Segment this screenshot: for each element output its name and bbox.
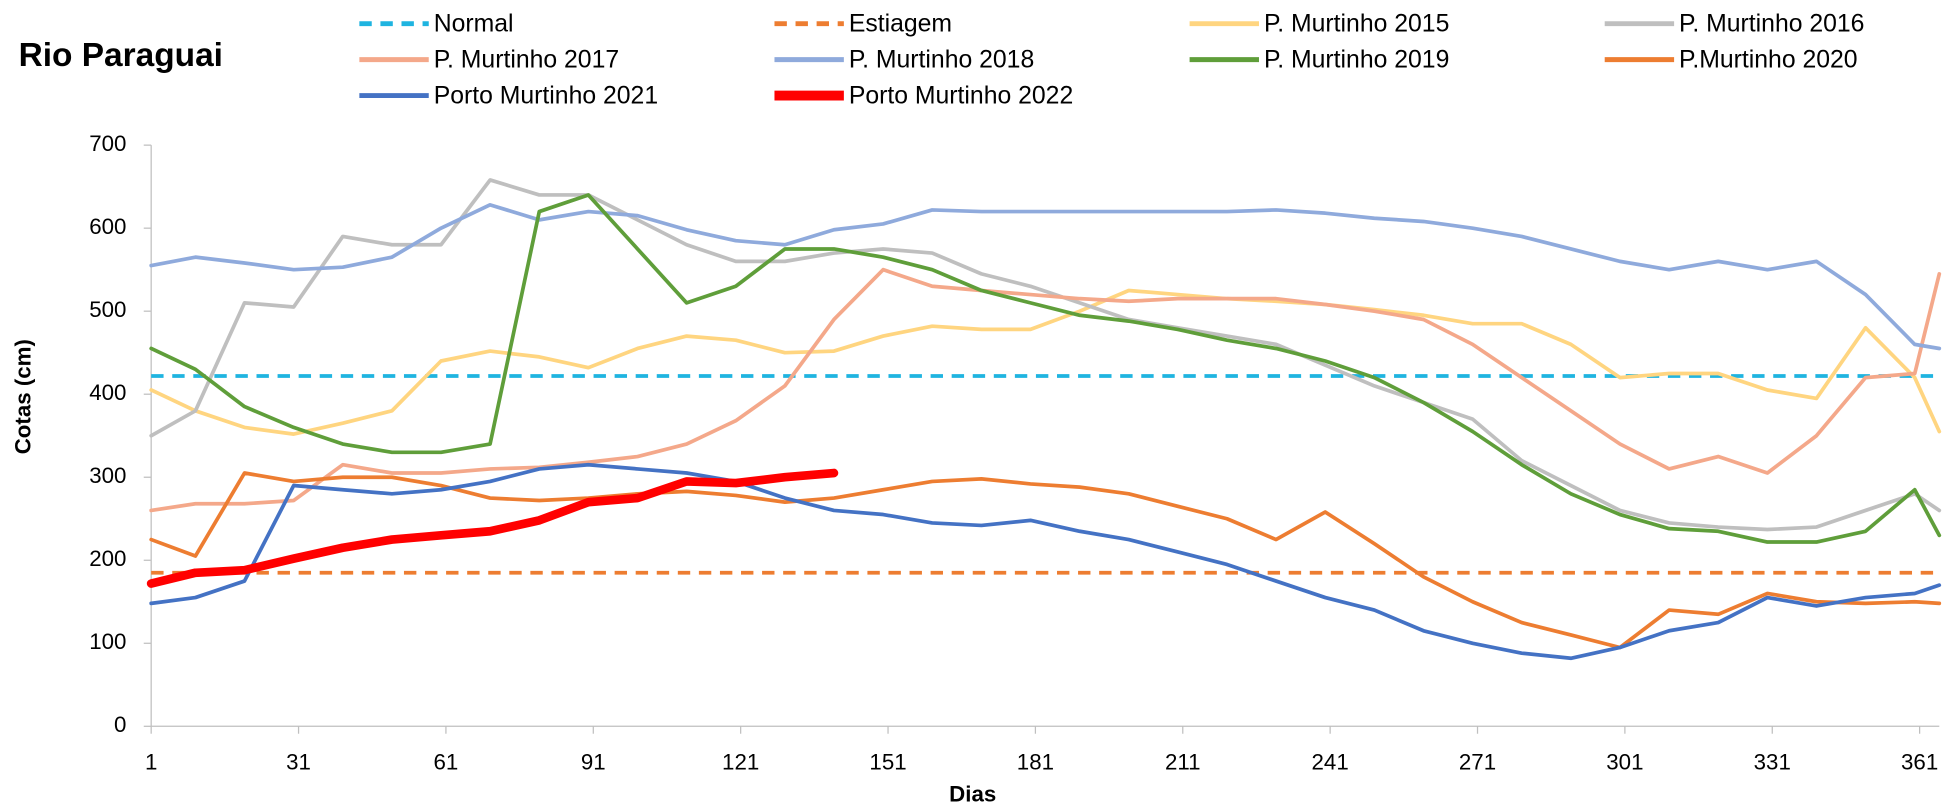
- data-line: [149, 267, 1942, 513]
- x-tick-label: 241: [1312, 749, 1349, 774]
- y-tick-label: 300: [89, 463, 126, 488]
- y-tick-label: 700: [89, 131, 126, 156]
- data-line: [149, 178, 1942, 532]
- data-line: [149, 203, 1942, 351]
- y-tick-label: 600: [89, 214, 126, 239]
- x-tick-label: 61: [434, 749, 459, 774]
- y-tick-label: 200: [89, 546, 126, 571]
- legend-label: Normal: [434, 10, 514, 37]
- chart-title: Rio Paraguai: [19, 37, 223, 74]
- y-tick-label: 100: [89, 629, 126, 654]
- y-tick-label: 0: [114, 712, 126, 737]
- x-tick-label: 301: [1606, 749, 1643, 774]
- x-axis-label: Dias: [949, 782, 996, 807]
- legend-label: P. Murtinho 2016: [1679, 10, 1864, 37]
- x-tick-label: 151: [869, 749, 906, 774]
- data-line: [149, 471, 1942, 650]
- x-tick-label: 181: [1017, 749, 1054, 774]
- legend-label: P.Murtinho 2020: [1679, 46, 1858, 73]
- x-tick-label: 1: [145, 749, 157, 774]
- data-line: [149, 462, 1942, 661]
- x-tick-label: 331: [1754, 749, 1791, 774]
- legend-label: P. Murtinho 2018: [849, 46, 1034, 73]
- x-tick-label: 211: [1165, 749, 1201, 774]
- data-line: [149, 288, 1942, 436]
- legend-label: P. Murtinho 2015: [1264, 10, 1449, 37]
- legend-label: Estiagem: [849, 10, 952, 37]
- data-line: [149, 193, 1942, 544]
- legend-label: P. Murtinho 2017: [434, 46, 619, 73]
- x-tick-label: 91: [581, 749, 606, 774]
- x-tick-label: 271: [1459, 749, 1496, 774]
- data-line: [146, 468, 839, 588]
- x-tick-label: 121: [722, 749, 759, 774]
- y-axis-label: Cotas (cm): [11, 339, 36, 454]
- x-tick-label: 361: [1901, 749, 1938, 774]
- y-tick-label: 400: [89, 380, 126, 405]
- legend-label: P. Murtinho 2019: [1264, 46, 1449, 73]
- y-tick-label: 500: [89, 297, 126, 322]
- x-tick-label: 31: [286, 749, 311, 774]
- legend-label: Porto Murtinho 2022: [849, 82, 1073, 109]
- legend-label: Porto Murtinho 2021: [434, 82, 658, 109]
